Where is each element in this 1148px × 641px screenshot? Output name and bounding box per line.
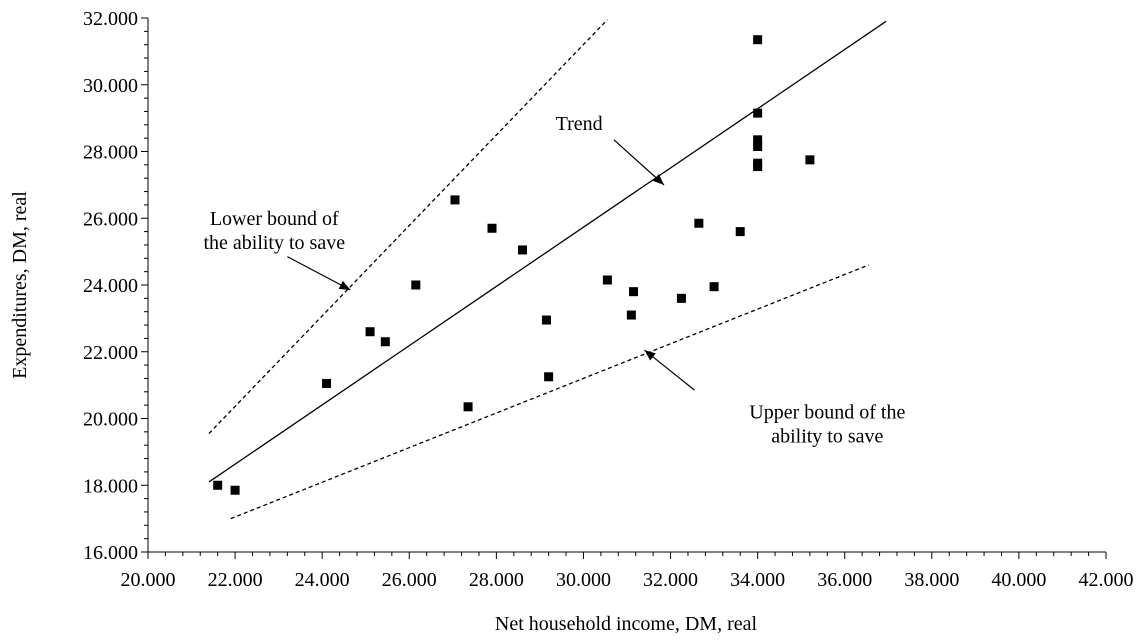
x-tick-label: 34.000 — [730, 569, 785, 591]
y-tick-label: 16.000 — [83, 542, 138, 564]
arrow-head — [652, 174, 665, 185]
annotation-arrow — [287, 256, 351, 291]
x-axis-title: Net household income, DM, real — [495, 613, 758, 635]
data-points — [213, 35, 815, 495]
x-tick-label: 24.000 — [295, 569, 350, 591]
annotation-text: Upper bound of the — [749, 402, 905, 424]
y-tick-label: 18.000 — [83, 475, 138, 497]
data-point — [753, 162, 763, 172]
data-point — [322, 378, 332, 388]
data-point — [805, 155, 815, 165]
x-tick-label: 38.000 — [904, 569, 959, 591]
data-point — [365, 327, 375, 337]
x-tick-label: 30.000 — [556, 569, 611, 591]
data-point — [517, 245, 527, 255]
x-tick-label: 20.000 — [121, 569, 176, 591]
axes: 20.000 22.000 24.000 26.000 28.000 30.000 32.0… — [83, 8, 1134, 591]
y-tick-label: 32.000 — [83, 8, 138, 30]
data-point — [676, 293, 686, 303]
data-point — [735, 227, 745, 237]
x-tick-label: 42.000 — [1079, 569, 1134, 591]
y-axis-title: Expenditures, DM, real — [9, 191, 31, 379]
data-point — [629, 287, 639, 297]
data-point — [709, 282, 719, 292]
data-point — [450, 195, 460, 205]
data-point — [541, 315, 551, 325]
annotation-text: ability to save — [771, 426, 883, 448]
annotation-text: Trend — [556, 113, 603, 135]
y-tick-label: 20.000 — [83, 409, 138, 431]
annotation-arrow — [613, 139, 665, 186]
data-point — [753, 108, 763, 118]
y-tick-label: 30.000 — [83, 75, 138, 97]
data-point — [753, 135, 763, 145]
data-point — [230, 485, 240, 495]
data-point — [602, 275, 612, 285]
data-point — [213, 480, 223, 490]
y-tick-label: 28.000 — [83, 142, 138, 164]
x-tick-label: 40.000 — [991, 569, 1046, 591]
x-tick-label: 26.000 — [382, 569, 437, 591]
x-tick-label: 28.000 — [469, 569, 524, 591]
bound-line — [208, 19, 608, 434]
arrow-head — [338, 280, 351, 291]
data-point — [626, 310, 636, 320]
x-tick-label: 22.000 — [208, 569, 263, 591]
bound-line — [230, 264, 869, 520]
arrow-head — [644, 350, 656, 361]
data-point — [753, 141, 763, 151]
data-point — [411, 280, 421, 290]
y-tick-label: 22.000 — [83, 342, 138, 364]
data-point — [487, 223, 497, 233]
trend-line — [208, 20, 887, 483]
y-tick-label: 26.000 — [83, 208, 138, 230]
data-point — [544, 372, 554, 382]
x-tick-label: 36.000 — [817, 569, 872, 591]
data-point — [463, 402, 473, 412]
data-point — [380, 337, 390, 347]
data-point — [694, 218, 704, 228]
data-point — [753, 35, 763, 45]
trend-lines — [208, 19, 887, 520]
y-tick-label: 24.000 — [83, 275, 138, 297]
annotation-text: the ability to save — [203, 232, 345, 254]
x-tick-label: 32.000 — [643, 569, 698, 591]
annotation-text: Lower bound of — [210, 208, 339, 230]
